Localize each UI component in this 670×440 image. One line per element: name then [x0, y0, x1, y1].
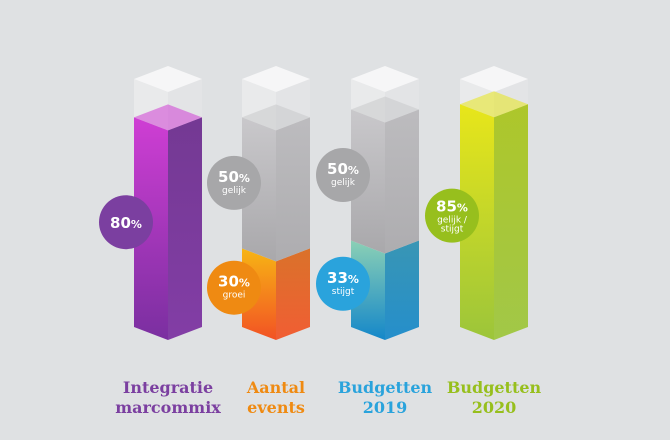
label-line-2: events — [247, 398, 305, 417]
bar-segment-right-face — [276, 248, 310, 340]
badge-circle — [207, 155, 261, 210]
badge-caption: stijgt — [441, 225, 464, 235]
badge-value: 50% — [327, 160, 359, 178]
value-badge: 50%gelijk — [207, 155, 261, 210]
glass-top-face — [351, 66, 419, 92]
badge-circle — [316, 256, 370, 311]
column-label-integratie: Integratie marcommix — [93, 378, 243, 418]
column-label-events: Aantal events — [201, 378, 351, 418]
bar-segment-right-face — [168, 117, 202, 341]
bar-segment-top-face — [351, 96, 419, 123]
bar-segment-right-face — [276, 117, 310, 262]
badge-caption: gelijk / — [437, 216, 468, 226]
value-badge: 85%gelijk /stijgt — [425, 188, 479, 243]
column-label-budget-2020: Budgetten 2020 — [419, 378, 569, 418]
label-line-2: 2020 — [471, 398, 517, 417]
label-line-1: Integratie — [122, 378, 214, 397]
glass-top-face — [134, 66, 202, 92]
bar-segment-right-face — [385, 109, 419, 254]
label-line-1: Budgetten — [446, 378, 542, 397]
badge-value: 80% — [110, 214, 142, 232]
value-badge: 30%groei — [207, 260, 261, 315]
badge-caption: gelijk — [222, 186, 247, 196]
label-line-1: Aantal — [246, 378, 306, 397]
badge-value: 30% — [218, 273, 250, 291]
badge-circle — [207, 260, 261, 315]
badge-value: 50% — [218, 168, 250, 186]
label-line-2: marcommix — [115, 398, 221, 417]
bar-column-3: 33%stijgt 50%gelijk — [316, 66, 419, 340]
value-badge: 80% — [99, 195, 153, 250]
badge-value: 33% — [327, 269, 359, 287]
bar-segment-top-face — [460, 91, 528, 118]
badge-circle — [99, 195, 153, 250]
label-line-2: 2019 — [362, 398, 408, 417]
bar-column-1: 80% — [99, 66, 202, 341]
bar-segment-top-face — [242, 104, 310, 131]
badge-caption: gelijk — [331, 178, 356, 188]
value-badge: 33%stijgt — [316, 256, 370, 311]
badge-circle — [316, 148, 370, 203]
glass-top-face — [242, 66, 310, 92]
bar-segment-right-face — [385, 240, 419, 340]
badge-value: 85% — [436, 198, 468, 216]
value-badge: 50%gelijk — [316, 148, 370, 203]
bar-column-2: 30%groei 50%gelijk — [207, 66, 310, 340]
bar-column-4: 85%gelijk /stijgt — [425, 66, 528, 340]
label-line-1: Budgetten — [337, 378, 433, 397]
badge-caption: groei — [223, 291, 246, 301]
bar-segment-right-face — [494, 104, 528, 340]
bar-segment-top-face — [134, 104, 202, 131]
badge-circle — [425, 188, 479, 243]
column-label-budget-2019: Budgetten 2019 — [310, 378, 460, 418]
glass-top-face — [460, 66, 528, 92]
badge-caption: stijgt — [332, 287, 355, 297]
